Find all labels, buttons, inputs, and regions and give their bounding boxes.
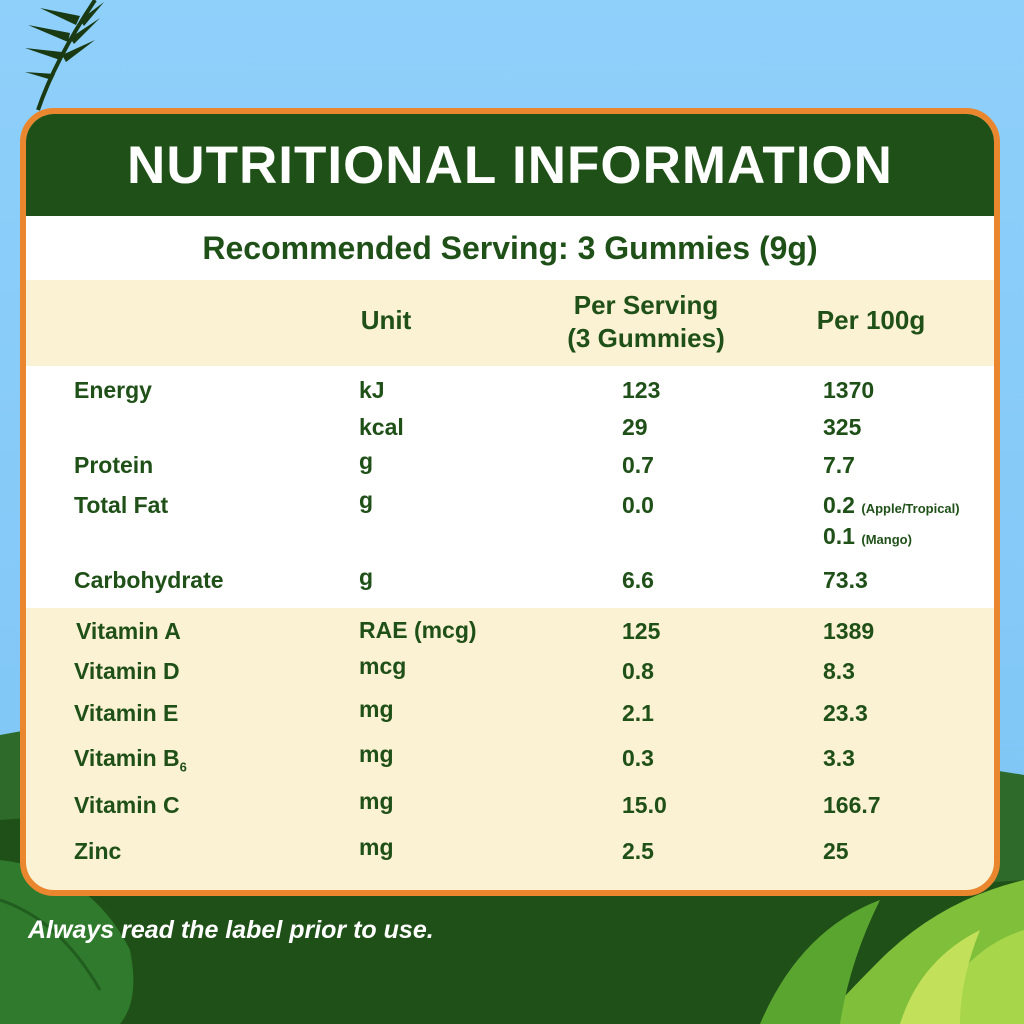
row-protein-per-100g: 7.7 [823,452,855,478]
row-vitamin-a-per-serving: 125 [622,618,661,644]
row-vitamin-c-per-100g: 166.7 [823,792,881,818]
row-carbohydrate-nutrient: Carbohydrate [74,567,224,593]
row-vitamin-d-per-serving: 0.8 [622,658,654,684]
row-vitamin-b6-per-serving: 0.3 [622,745,654,771]
row-energy-unit: kJ [359,377,385,403]
row-total-fat-per-100g: 0.2 (Apple/Tropical) [823,492,960,519]
row-energy-kcal-unit: kcal [359,414,404,440]
row-energy-per-100g: 1370 [823,377,875,403]
row-vitamin-b6-unit: mg [359,741,394,767]
row-protein-nutrient: Protein [74,452,154,478]
recommended-serving: Recommended Serving: 3 Gummies (9g) [202,229,818,266]
row-vitamin-a-nutrient: Vitamin A [76,618,181,644]
row-energy-kcal-per-100g: 325 [823,414,862,440]
header-per-serving-line1: Per Serving [573,290,719,320]
row-zinc-nutrient: Zinc [74,838,122,864]
vitamin-b6-subscript: 6 [179,759,187,775]
row-vitamin-d-per-100g: 8.3 [823,658,855,684]
title-bar: NUTRITIONAL INFORMATION [26,114,994,216]
row-carbohydrate-per-serving: 6.6 [622,567,654,593]
row-carbohydrate-per-100g: 73.3 [823,567,868,593]
row-vitamin-a-unit: RAE (mcg) [359,617,477,643]
row-protein-unit: g [359,448,374,474]
row-vitamin-e-unit: mg [359,696,394,722]
row-vitamin-b6-per-100g: 3.3 [823,745,855,771]
macronutrient-block [26,366,994,608]
row-zinc-unit: mg [359,834,394,860]
row-total-fat-nutrient: Total Fat [74,492,169,518]
row-carbohydrate-unit: g [359,564,374,590]
row-vitamin-e-per-serving: 2.1 [622,700,654,726]
row-energy-nutrient: Energy [74,377,152,403]
total-fat-note-mango: (Mango) [861,532,912,547]
total-fat-note-apple-tropical: (Apple/Tropical) [861,501,960,516]
row-vitamin-d-unit: mcg [359,653,407,679]
row-vitamin-d-nutrient: Vitamin D [74,658,180,684]
header-per-serving-line2: (3 Gummies) [567,323,725,353]
header-unit: Unit [360,305,412,335]
row-protein-per-serving: 0.7 [622,452,654,478]
total-fat-value-apple-tropical: 0.2 [823,492,855,518]
row-total-fat-per-serving: 0.0 [622,492,654,518]
row-vitamin-b6-nutrient: Vitamin B6 [74,745,187,775]
table-header: Unit Per Serving (3 Gummies) Per 100g [26,280,994,366]
header-per-100g: Per 100g [816,305,926,335]
row-vitamin-c-nutrient: Vitamin C [74,792,180,818]
label-warning-note: Always read the label prior to use. [28,916,434,944]
total-fat-value-mango: 0.1 [823,523,855,549]
row-total-fat-unit: g [359,487,374,513]
row-zinc-per-100g: 25 [823,838,849,864]
row-vitamin-a-per-100g: 1389 [823,618,875,644]
row-vitamin-e-nutrient: Vitamin E [74,700,179,726]
row-total-fat-per-100g-alt: 0.1 (Mango) [823,523,912,550]
row-energy-per-serving: 123 [622,377,661,403]
vitamin-b6-label: Vitamin B [74,745,180,771]
row-zinc-per-serving: 2.5 [622,838,654,864]
serving-bar: Recommended Serving: 3 Gummies (9g) [26,216,994,280]
nutrition-card: NUTRITIONAL INFORMATION Recommended Serv… [20,108,1000,896]
row-vitamin-c-per-serving: 15.0 [622,792,667,818]
row-vitamin-c-unit: mg [359,788,394,814]
header-per-serving: Per Serving (3 Gummies) [536,289,756,355]
row-vitamin-e-per-100g: 23.3 [823,700,868,726]
page-title: NUTRITIONAL INFORMATION [127,135,893,195]
row-energy-kcal-per-serving: 29 [622,414,648,440]
